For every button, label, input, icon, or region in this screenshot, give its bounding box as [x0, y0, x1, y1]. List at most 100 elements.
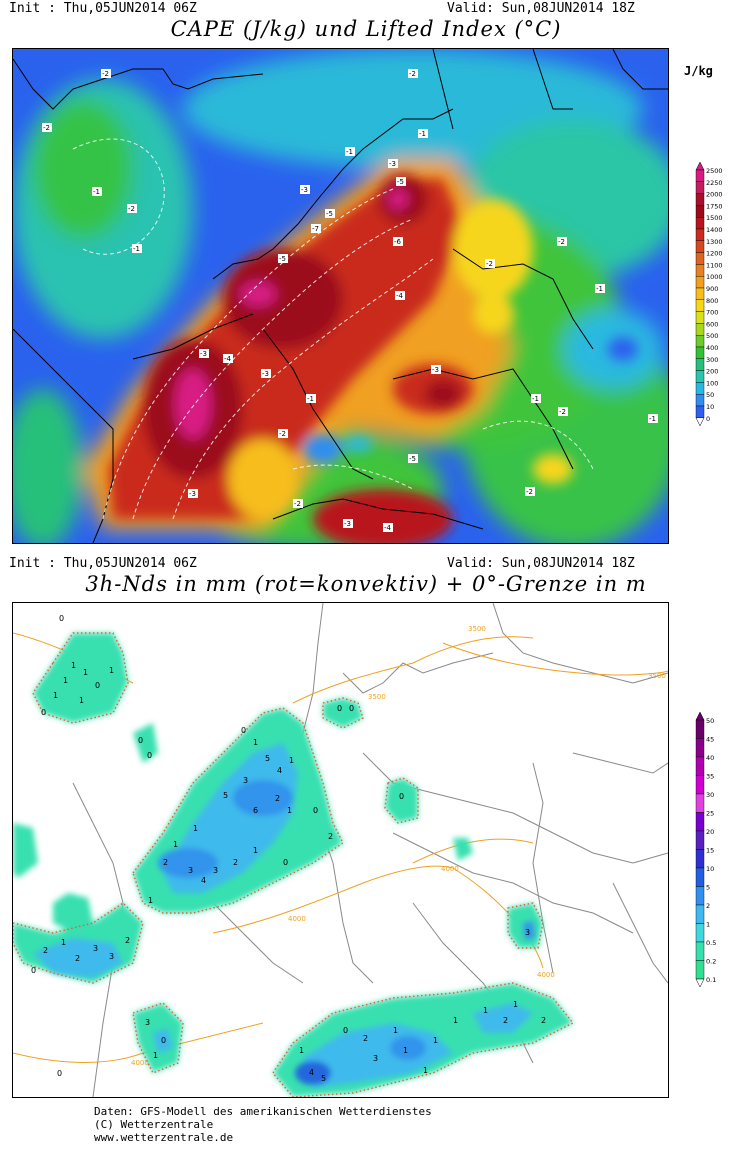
precip-colorbar-swatch [695, 849, 705, 869]
precip-colorbar-swatch [695, 867, 705, 887]
cape-colorbar-level-label: 900 [706, 285, 718, 293]
website-line: www.wetterzentrale.de [94, 1131, 234, 1144]
precip-value: 0 [31, 966, 36, 975]
li-label: -4 [224, 355, 232, 363]
precip-colorbar-level-label: 1 [706, 921, 710, 929]
precip-colorbar-swatch [695, 719, 705, 739]
precip-value: 5 [321, 1074, 326, 1083]
cape-colorbar-swatch [695, 240, 705, 253]
li-label: -1 [596, 285, 603, 293]
precip-value: 1 [253, 846, 258, 855]
cape-colorbar-swatch [695, 323, 705, 336]
precip-value: 1 [483, 1006, 488, 1015]
precip-value: 0 [283, 858, 288, 867]
precip-value: 1 [173, 840, 178, 849]
cape-colorbar-swatch [695, 370, 705, 383]
li-label: -1 [93, 188, 100, 196]
cape-colorbar-swatch [695, 405, 705, 419]
li-label: -7 [312, 225, 319, 233]
cape-colorbar-swatch [695, 252, 705, 265]
precip-value: 1 [63, 676, 68, 685]
li-label: -1 [307, 395, 314, 403]
precip-value: 2 [75, 954, 80, 963]
li-label: -4 [396, 292, 404, 300]
cape-colorbar-level-label: 400 [706, 344, 718, 352]
precip-value: 2 [125, 936, 130, 945]
freezing-label: 4000 [537, 971, 555, 979]
cape-colorbar-level-label: 300 [706, 356, 718, 364]
precip-colorbar-level-label: 0.5 [706, 939, 716, 947]
li-label: -1 [133, 245, 140, 253]
precip-value: 6 [253, 806, 258, 815]
cape-colorbar-level-label: 1300 [706, 238, 723, 246]
precip-value: 5 [265, 754, 270, 763]
precip-value: 2 [163, 858, 168, 867]
precip-value: 1 [453, 1016, 458, 1025]
precip-colorbar-level-label: 25 [706, 810, 714, 818]
cape-colorbar-level-label: 2000 [706, 191, 723, 199]
precip-value: 2 [43, 946, 48, 955]
coastlines [13, 49, 668, 543]
cape-colorbar-swatch [695, 393, 705, 407]
li-label: -5 [397, 178, 404, 186]
precip-colorbar-level-label: 10 [706, 865, 714, 873]
cape-colorbar-level-label: 0 [706, 415, 710, 423]
cape-colorbar-level-label: 100 [706, 379, 718, 387]
cape-colorbar-level-label: 1750 [706, 202, 723, 210]
li-label: -1 [649, 415, 656, 423]
precip-colorbar-level-label: 15 [706, 847, 714, 855]
precip-value: 1 [403, 1046, 408, 1055]
precip-value: 3 [109, 952, 114, 961]
cape-colorbar-swatch [695, 382, 705, 395]
precip-colorbar-swatch [695, 756, 705, 776]
precip-value: 0 [95, 681, 100, 690]
precip-colorbar-swatch [695, 775, 705, 795]
cape-colorbar: 2500 2250 2000 1750 1500 1400 1300 1200 1100 1000… [690, 161, 732, 436]
precip-value: 0 [343, 1026, 348, 1035]
li-label: -2 [558, 238, 565, 246]
li-label: -4 [384, 524, 392, 532]
cape-colorbar-swatch [695, 287, 705, 301]
precip-value: 4 [277, 766, 282, 775]
precip-colorbar-level-label: 40 [706, 754, 714, 762]
cape-colorbar-level-label: 200 [706, 368, 718, 376]
precip-value: 0 [399, 792, 404, 801]
precip-colorbar-swatch [695, 812, 705, 832]
li-label: -5 [279, 255, 286, 263]
precip-colorbar-level-label: 50 [706, 717, 714, 725]
li-label: -1 [532, 395, 539, 403]
cape-colorbar-level-label: 1100 [706, 261, 723, 269]
precip-colorbar: 50 45 40 35 30 25 20 15 10 5 2 1 0.5 0.2 0.1 [690, 711, 732, 1006]
precip-colorbar-swatch [695, 923, 705, 943]
precip-value: 0 [337, 704, 342, 713]
precip-value: 0 [57, 1069, 62, 1078]
li-label: -3 [189, 490, 196, 498]
li-label: -2 [279, 430, 286, 438]
precip-value: 3 [188, 866, 193, 875]
lifted-index-labels: -2 -2 -1 -2 -1 -2 -1 -1 -3 -3 -5 -5 -7 -… [42, 69, 658, 532]
precip-value: 0 [147, 751, 152, 760]
precip-value: 1 [287, 806, 292, 815]
precip-value: 1 [148, 896, 153, 905]
precip-value: 0 [59, 614, 64, 623]
cape-colorbar-level-label: 50 [706, 391, 714, 399]
freezing-label: 4000 [288, 915, 306, 923]
precip-value: 1 [153, 1051, 158, 1060]
precip-value: 0 [138, 736, 143, 745]
precip-value: 3 [373, 1054, 378, 1063]
precip-value: 1 [253, 738, 258, 747]
li-label: -3 [262, 370, 269, 378]
precip-value: 0 [41, 708, 46, 717]
precip-value: 4 [201, 876, 206, 885]
cape-colorbar-bottom-arrow [695, 417, 705, 427]
cape-colorbar-level-label: 1400 [706, 226, 723, 234]
cape-colorbar-swatch [695, 264, 705, 277]
freezing-label: 3500 [648, 672, 666, 680]
valid-time-top: Valid: Sun,08JUN2014 18Z [447, 1, 635, 16]
li-label: -1 [346, 148, 353, 156]
precip-colorbar-level-label: 0.2 [706, 958, 716, 966]
precip-colorbar-swatch [695, 738, 705, 758]
precip-value: 1 [53, 691, 58, 700]
precip-value: 3 [525, 928, 530, 937]
precip-value: 3 [243, 776, 248, 785]
